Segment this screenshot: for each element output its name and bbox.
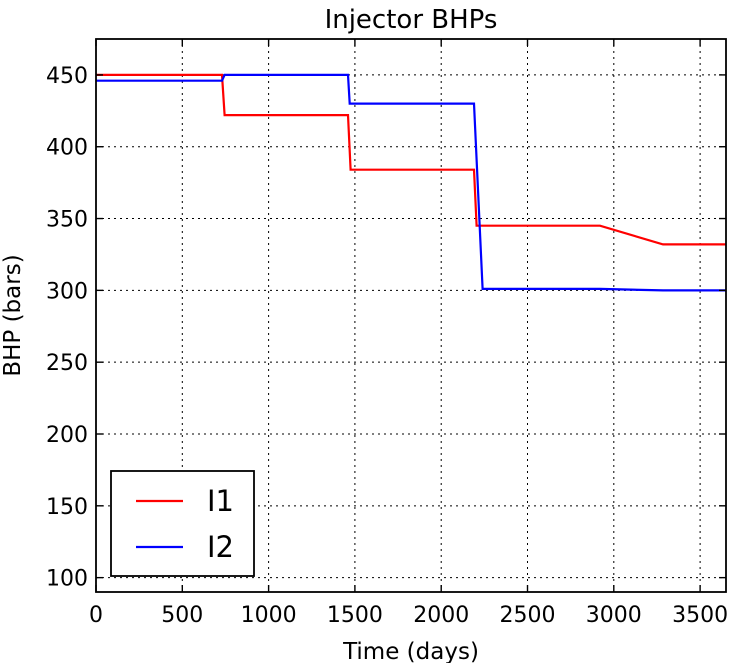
series-line-i2 [96,73,726,292]
x-tick-label: 2500 [500,603,556,628]
axis-ticks [95,39,726,592]
y-tick-label: 350 [46,208,88,233]
legend-box [110,470,255,577]
x-tick-label: 500 [161,603,203,628]
x-tick-label: 0 [89,603,103,628]
legend-label-i1: I1 [207,484,234,518]
chart-title: Injector BHPs [325,5,498,35]
legend: I1 I2 [110,470,255,577]
legend-label-i2: I2 [207,530,234,564]
x-axis-title: Time (days) [342,639,479,663]
x-tick-label: 1500 [327,603,383,628]
x-tick-label: 3500 [672,603,728,628]
tick-labels: 0 500 1000 1500 2000 2500 3000 3500 100 150 200 250… [46,64,728,628]
plot-series [96,73,726,292]
plot-frame [95,38,727,593]
y-tick-label: 300 [46,279,88,304]
y-tick-label: 200 [46,423,88,448]
series-line-i1 [96,73,726,246]
y-tick-label: 450 [46,64,88,89]
y-tick-label: 250 [46,351,88,376]
x-tick-label: 2000 [413,603,469,628]
y-tick-label: 100 [46,567,88,592]
y-tick-label: 150 [46,495,88,520]
x-tick-label: 1000 [241,603,297,628]
x-tick-label: 3000 [586,603,642,628]
y-tick-label: 400 [46,136,88,161]
y-axis-title: BHP (bars) [0,254,26,376]
